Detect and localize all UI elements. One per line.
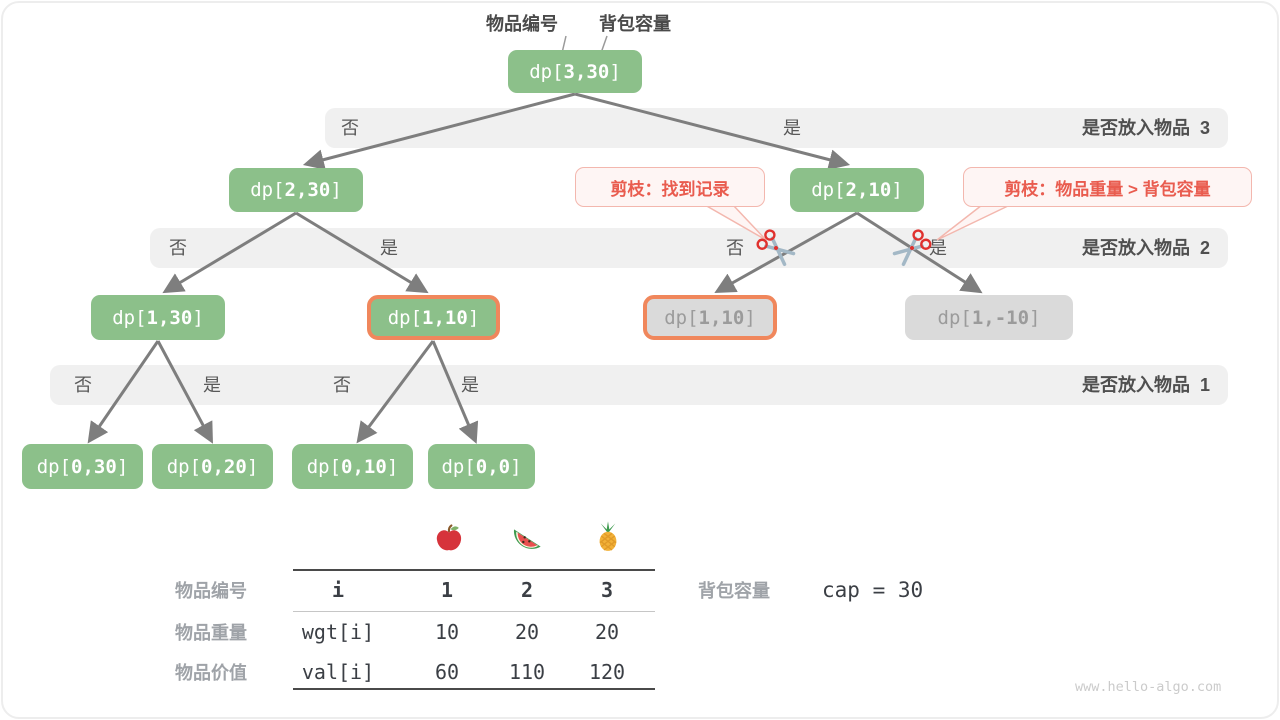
node-dp-2-30: dp[2,30]	[229, 168, 363, 212]
pineapple-icon	[592, 520, 624, 552]
capacity-annotation: 背包容量	[599, 14, 671, 34]
node-dp-0-20: dp[0,20]	[152, 444, 273, 489]
table-rule-top	[293, 569, 655, 571]
wgt-2: 20	[514, 620, 540, 644]
node-dp-2-10: dp[2,10]	[790, 168, 924, 212]
node-dp-1-10-pruned: dp[1,10]	[643, 295, 777, 340]
watermark: www.hello-algo.com	[1075, 679, 1222, 695]
item-index-2: 2	[520, 578, 534, 602]
capacity-label: 背包容量	[698, 581, 770, 601]
row-label-item-value: 物品价值	[175, 663, 247, 683]
node-dp-1-neg10-pruned: dp[1,-10]	[905, 295, 1073, 340]
node-dp-0-0: dp[0,0]	[428, 444, 535, 489]
option-no: 否	[726, 238, 744, 258]
option-no: 否	[74, 375, 92, 395]
row-label-item-index: 物品编号	[175, 581, 247, 601]
decision-bar-item1: 否 是 否 是 是否放入物品 1	[50, 365, 1228, 405]
table-rule-middle	[293, 611, 655, 612]
item-index-1: 1	[440, 578, 454, 602]
decision-bar-item2: 否 是 否 是 是否放入物品 2	[150, 228, 1228, 268]
option-yes: 是	[929, 238, 947, 258]
wgt-1: 10	[434, 620, 460, 644]
option-yes: 是	[380, 238, 398, 258]
option-yes: 是	[783, 118, 801, 138]
prune-callout-record-found: 剪枝：找到记录	[575, 167, 765, 207]
item-index-annotation: 物品编号	[486, 14, 558, 34]
val-2: 110	[508, 660, 546, 684]
code-val: val[i]	[301, 660, 375, 684]
node-dp-1-30: dp[1,30]	[91, 295, 225, 340]
option-yes: 是	[461, 375, 479, 395]
option-no: 否	[341, 118, 359, 138]
row-label-item-weight: 物品重量	[175, 623, 247, 643]
capacity-value: cap = 30	[822, 578, 924, 602]
watermelon-icon	[512, 522, 544, 554]
decision-bar-item3: 否 是 是否放入物品 3	[325, 108, 1228, 148]
node-dp-0-10: dp[0,10]	[292, 444, 413, 489]
bar-label-item3: 是否放入物品 3	[1081, 118, 1210, 138]
node-dp-1-10-recorded: dp[1,10]	[367, 295, 500, 340]
code-wgt: wgt[i]	[301, 620, 375, 644]
col-header-i: i	[331, 578, 345, 602]
item-index-3: 3	[600, 578, 614, 602]
table-rule-bottom	[293, 688, 655, 690]
option-no: 否	[169, 238, 187, 258]
node-dp-3-30: dp[3,30]	[508, 50, 642, 93]
apple-icon	[433, 522, 465, 554]
prune-callout-weight-exceeds: 剪枝：物品重量 > 背包容量	[963, 167, 1252, 207]
val-1: 60	[434, 660, 460, 684]
node-dp-0-30: dp[0,30]	[22, 444, 143, 489]
val-3: 120	[588, 660, 626, 684]
option-yes: 是	[203, 375, 221, 395]
wgt-3: 20	[594, 620, 620, 644]
option-no: 否	[333, 375, 351, 395]
bar-label-item2: 是否放入物品 2	[1081, 238, 1210, 258]
bar-label-item1: 是否放入物品 1	[1081, 375, 1210, 395]
